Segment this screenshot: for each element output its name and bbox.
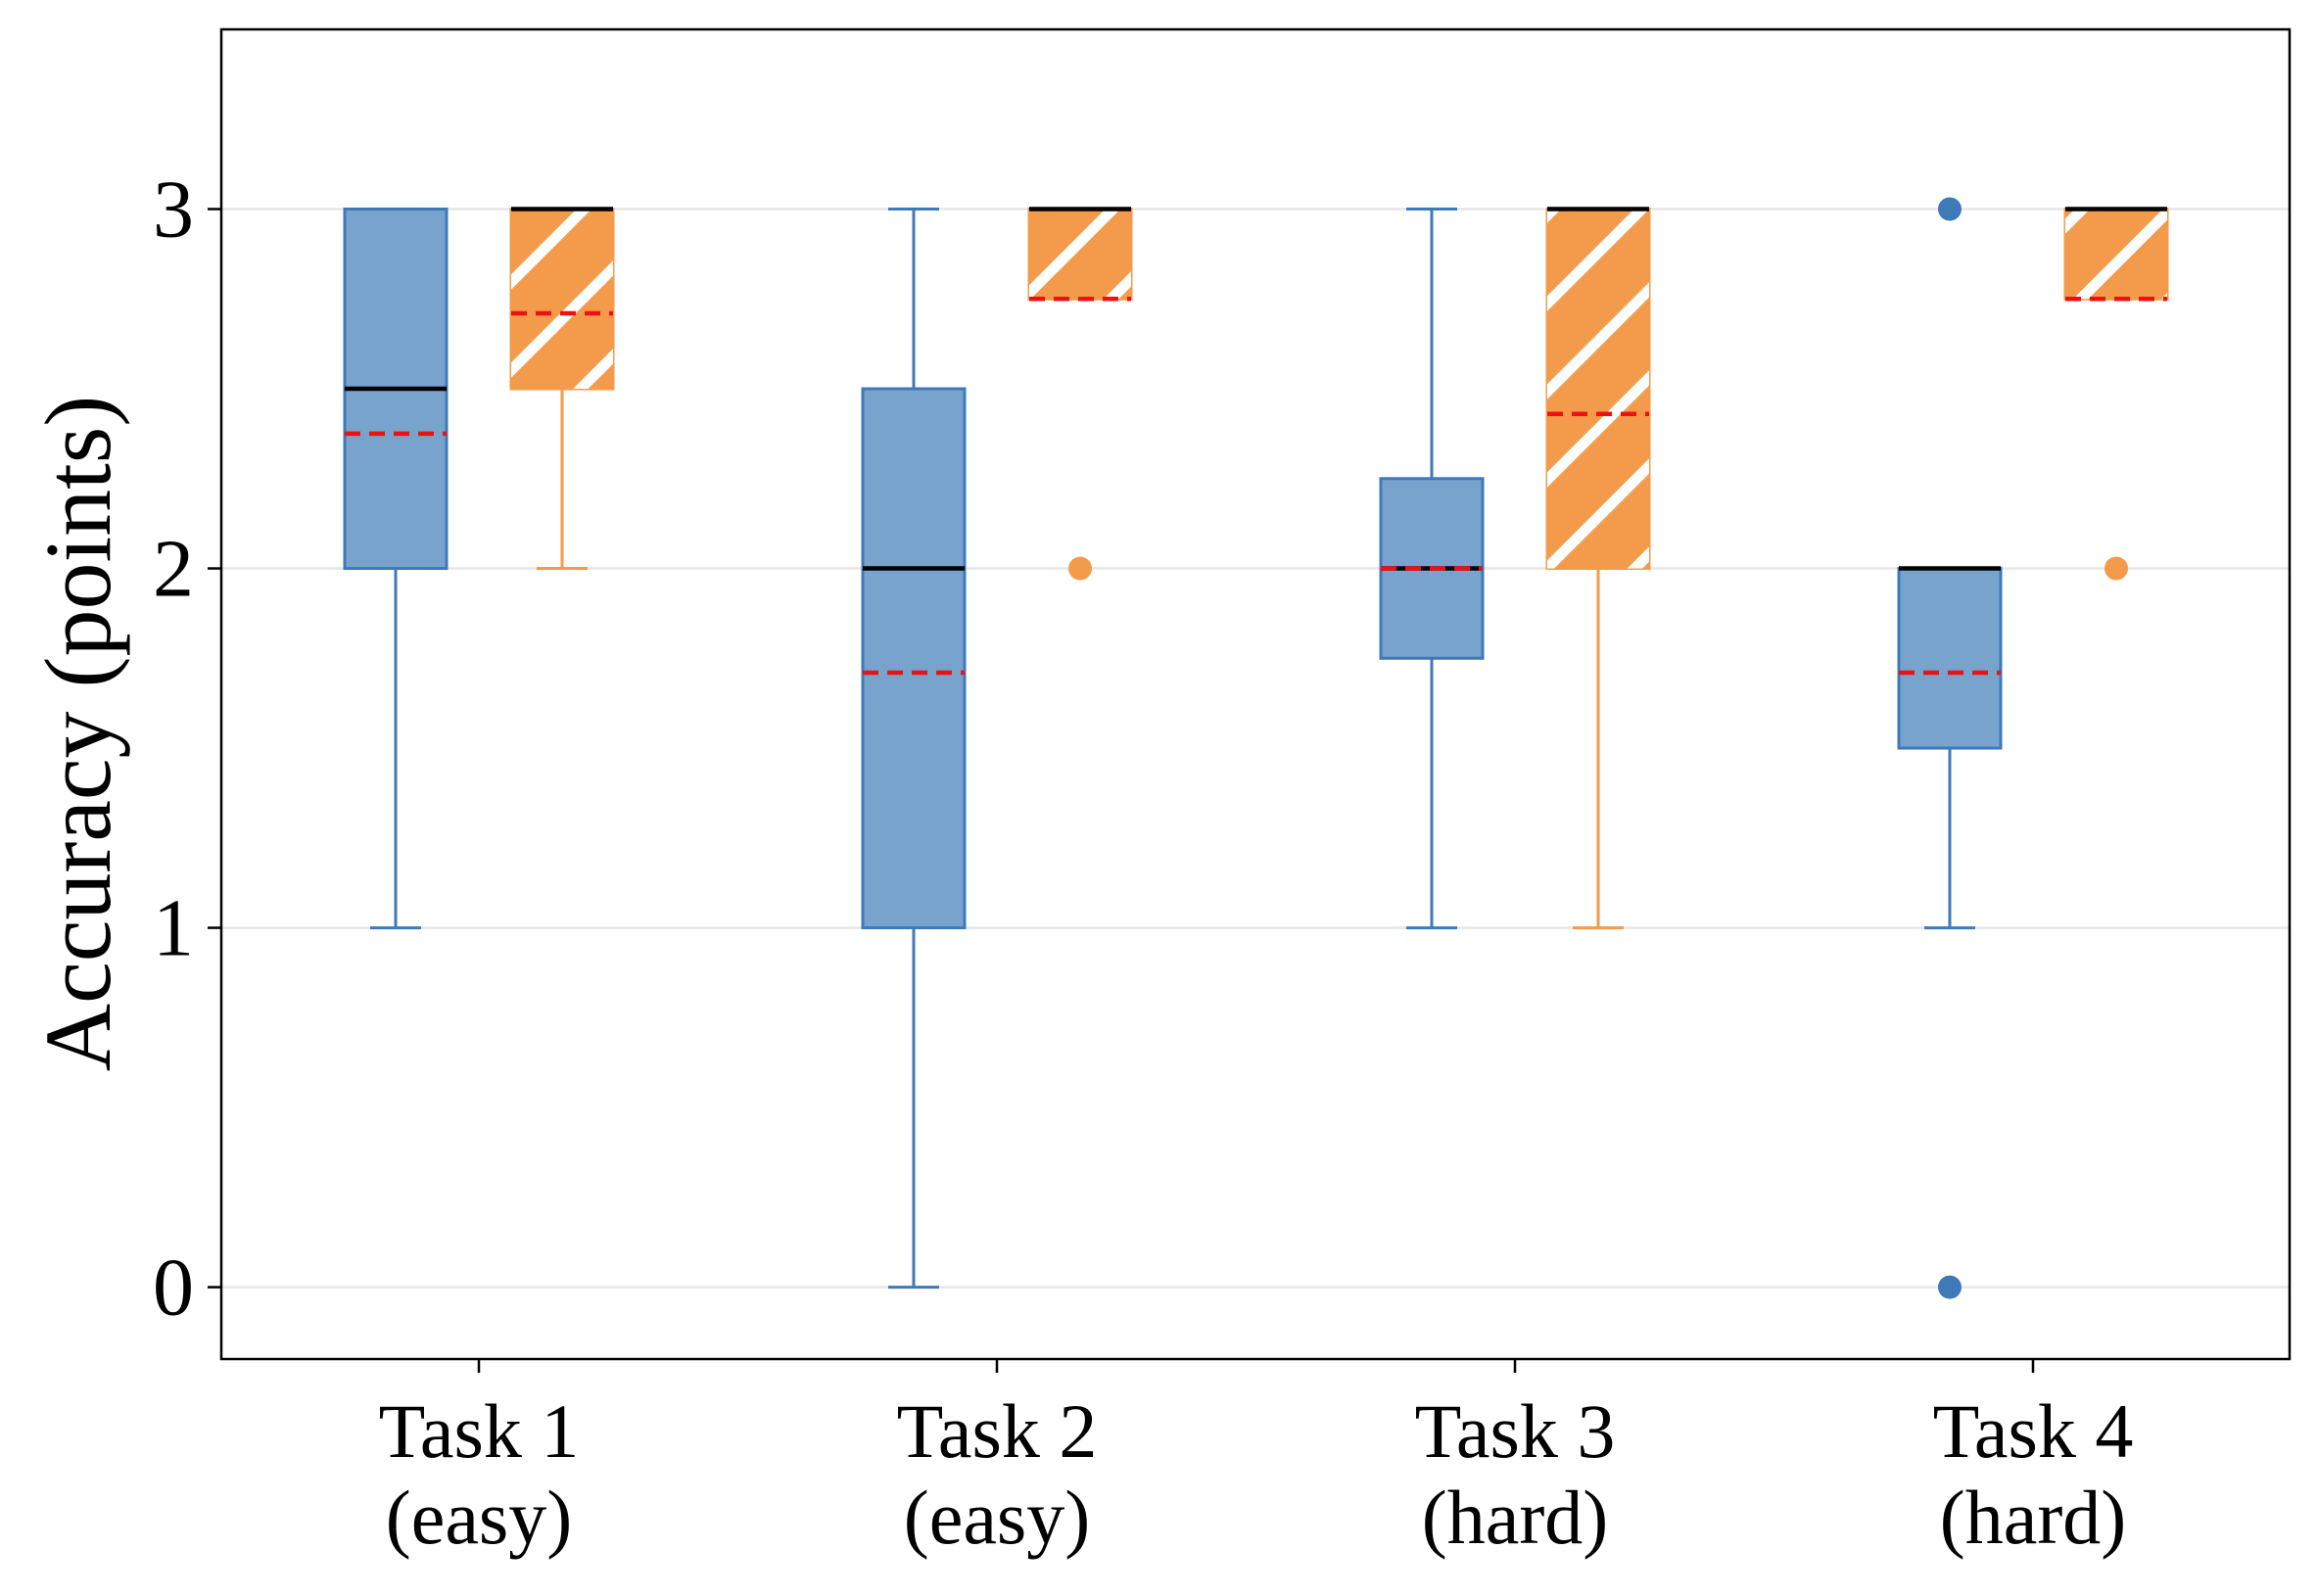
box-hatch	[511, 209, 613, 390]
box-series-1-task-4	[1897, 197, 2003, 1299]
y-tick-label: 1	[153, 883, 194, 974]
x-tick-label: Task 3	[1415, 1388, 1616, 1474]
box-hatch	[1029, 209, 1131, 300]
boxes	[343, 197, 2169, 1299]
plot-frame	[219, 27, 2292, 1361]
box-hatch	[1547, 209, 1649, 569]
x-tick-sublabel: (hard)	[1422, 1475, 1609, 1560]
y-tick-label: 3	[153, 164, 194, 256]
box-series-1-task-3	[1379, 208, 1485, 930]
y-tick-label: 2	[153, 524, 194, 615]
x-tick-sublabel: (hard)	[1940, 1475, 2127, 1560]
y-tick-label: 0	[153, 1243, 194, 1334]
box-series-2-task-1	[509, 207, 615, 571]
box-series-1-task-1	[343, 208, 449, 930]
box-hatch	[2065, 209, 2167, 300]
x-tick-label: Task 4	[1933, 1388, 2134, 1474]
outlier-point	[1068, 556, 1092, 581]
outlier-point	[1938, 197, 1962, 221]
x-tick-sublabel: (easy)	[386, 1475, 573, 1560]
box-series-2-task-3	[1545, 207, 1651, 930]
box-series-2-task-2	[1027, 207, 1133, 581]
x-tick-sublabel: (easy)	[904, 1475, 1091, 1560]
x-tick-label: Task 2	[897, 1388, 1098, 1474]
box-series-2-task-4	[2063, 207, 2169, 581]
box	[1897, 567, 2003, 750]
box	[861, 387, 967, 930]
outlier-point	[1938, 1275, 1962, 1299]
outlier-point	[2104, 556, 2128, 581]
box-series-1-task-2	[861, 208, 967, 1290]
x-tick-label: Task 1	[379, 1388, 580, 1474]
y-axis-label: Accuracy (points)	[25, 396, 130, 1071]
